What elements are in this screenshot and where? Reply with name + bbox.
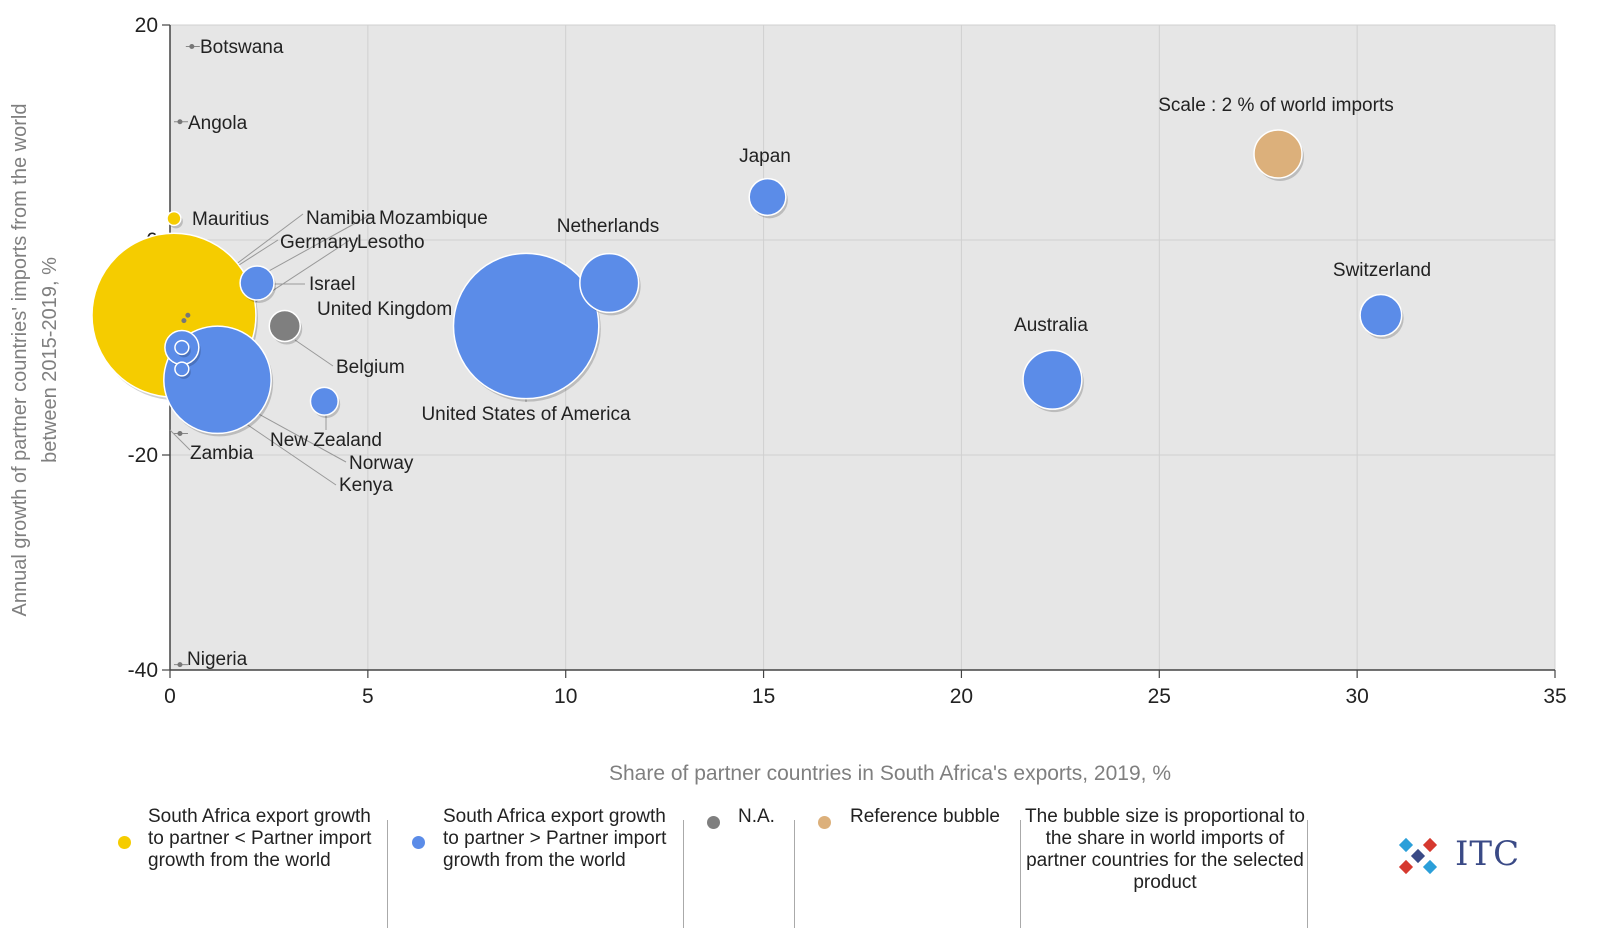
legend-item-yellow: South Africa export growth to partner < … — [110, 806, 382, 928]
gray-dot-icon — [707, 816, 720, 829]
y-axis-title: Annual growth of partner countries' impo… — [9, 103, 61, 617]
bubbles — [91, 44, 1404, 668]
label-belgium: Belgium — [336, 357, 405, 378]
label-new-zealand: New Zealand — [270, 430, 382, 451]
bubble-netherlands — [579, 252, 640, 314]
legend-separator — [683, 820, 684, 928]
label-kenya: Kenya — [339, 475, 393, 496]
axes: 05101520253035200-20-40 — [128, 14, 1567, 708]
label-united-states-of-america: United States of America — [421, 404, 631, 425]
y-tick-label: -40 — [128, 659, 158, 682]
legend-separator — [387, 820, 388, 928]
bubble-japan — [748, 177, 787, 217]
legend-separator — [1307, 820, 1308, 928]
legend-na-text: N.A. — [738, 806, 775, 827]
bubble-united-kingdom — [268, 309, 301, 343]
y-axis-title-box: Annual growth of partner countries' impo… — [0, 100, 70, 620]
label-nigeria: Nigeria — [187, 649, 248, 670]
label-namibia: Namibia — [306, 208, 376, 229]
label-japan: Japan — [739, 146, 791, 167]
itc-logo: ITC — [1395, 832, 1525, 882]
marker-nigeria — [177, 662, 183, 668]
legend-item-blue: South Africa export growth to partner > … — [400, 806, 685, 928]
marker-botswana — [189, 44, 195, 49]
x-tick-label: 20 — [950, 685, 973, 708]
plot-area — [170, 25, 1555, 670]
label-netherlands: Netherlands — [557, 216, 659, 237]
bubble-mauritius — [166, 210, 182, 227]
marker-mozambique — [181, 318, 187, 324]
label-botswana: Botswana — [200, 37, 284, 58]
reference-dot-icon — [818, 816, 831, 829]
legend-item-size-note: The bubble size is proportional to the s… — [1025, 806, 1305, 928]
label-israel: Israel — [309, 274, 355, 295]
label-angola: Angola — [188, 113, 248, 134]
label-switzerland: Switzerland — [1333, 260, 1431, 281]
label-zambia: Zambia — [190, 443, 254, 464]
leader-line — [169, 429, 191, 451]
x-tick-label: 0 — [164, 685, 176, 708]
legend-separator — [794, 820, 795, 928]
itc-logo-icon — [1398, 837, 1438, 875]
legend-item-na: N.A. — [695, 806, 795, 928]
legend-separator — [1020, 820, 1021, 928]
x-tick-label: 5 — [362, 685, 374, 708]
bubble-norway — [174, 361, 190, 377]
blue-dot-icon — [412, 836, 425, 849]
legend-yellow-text: South Africa export growth to partner < … — [148, 806, 372, 871]
label-germany: Germany — [280, 232, 359, 253]
label-mozambique: Mozambique — [379, 208, 488, 229]
marker-namibia — [185, 312, 191, 318]
legend-blue-text: South Africa export growth to partner > … — [443, 806, 667, 871]
label-australia: Australia — [1014, 315, 1088, 336]
legend: South Africa export growth to partner < … — [110, 806, 1622, 930]
bubble-switzerland — [1359, 293, 1403, 337]
bubble-united-states-of-america — [452, 252, 600, 400]
label-norway: Norway — [349, 453, 414, 474]
x-tick-label: 35 — [1543, 685, 1566, 708]
marker-zambia — [177, 431, 183, 436]
legend-size-note: The bubble size is proportional to the s… — [1025, 806, 1305, 893]
bubble-israel — [239, 265, 275, 301]
point-labels: Germany United States of America Kenya Neth… — [187, 37, 1431, 670]
bubble-lesotho — [174, 339, 190, 356]
label-scale-of-world-imports: Scale : 2 % of world imports — [1158, 95, 1393, 116]
bubble-new-zealand — [309, 386, 339, 416]
x-tick-label: 30 — [1345, 685, 1368, 708]
marker-angola — [177, 119, 183, 125]
label-mauritius: Mauritius — [192, 209, 269, 230]
x-tick-label: 15 — [752, 685, 775, 708]
y-tick-label: -20 — [128, 444, 158, 467]
legend-reference-text: Reference bubble — [850, 806, 1000, 827]
leader-line — [294, 339, 334, 367]
legend-item-reference: Reference bubble — [810, 806, 1020, 928]
y-tick-label: 20 — [135, 14, 158, 37]
x-tick-label: 10 — [554, 685, 577, 708]
label-united-kingdom: United Kingdom — [317, 299, 452, 320]
x-tick-label: 25 — [1148, 685, 1171, 708]
label-lesotho: Lesotho — [357, 232, 425, 253]
itc-logo-text: ITC — [1455, 834, 1521, 874]
bubble-scale-of-world-imports — [1253, 129, 1303, 179]
bubble-australia — [1022, 349, 1083, 410]
yellow-dot-icon — [118, 836, 131, 849]
x-axis-title: Share of partner countries in South Afri… — [609, 762, 1171, 785]
